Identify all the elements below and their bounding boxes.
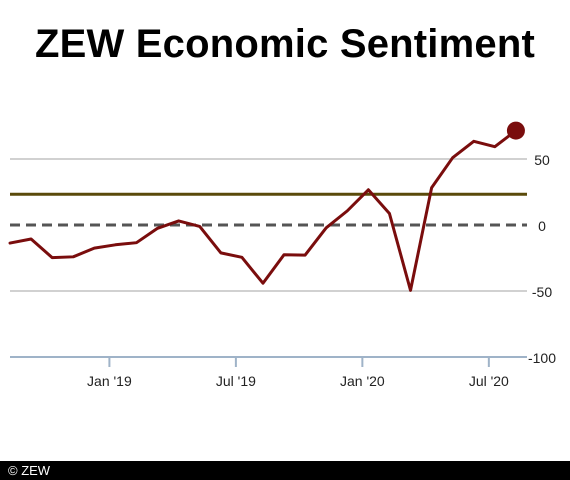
sentiment-line-chart: 50 0 -50 -100 Jan '19 Jul '19 Jan '20 Jul '20 — [8, 121, 556, 389]
y-tick-label: 50 — [534, 152, 550, 168]
y-tick-label: -50 — [532, 284, 552, 300]
copyright-bar: © ZEW — [0, 461, 570, 480]
copyright-text: © ZEW — [8, 463, 51, 478]
x-tick-label: Jan '19 — [87, 373, 132, 389]
series-line — [8, 129, 518, 292]
x-tick-label: Jan '20 — [340, 373, 385, 389]
x-tick-label: Jul '20 — [469, 373, 509, 389]
chart-title: ZEW Economic Sentiment — [34, 22, 535, 66]
y-tick-label: 0 — [538, 218, 546, 234]
y-tick-label: -100 — [528, 350, 556, 366]
x-tick-label: Jul '19 — [216, 373, 256, 389]
latest-value-marker — [506, 121, 525, 140]
